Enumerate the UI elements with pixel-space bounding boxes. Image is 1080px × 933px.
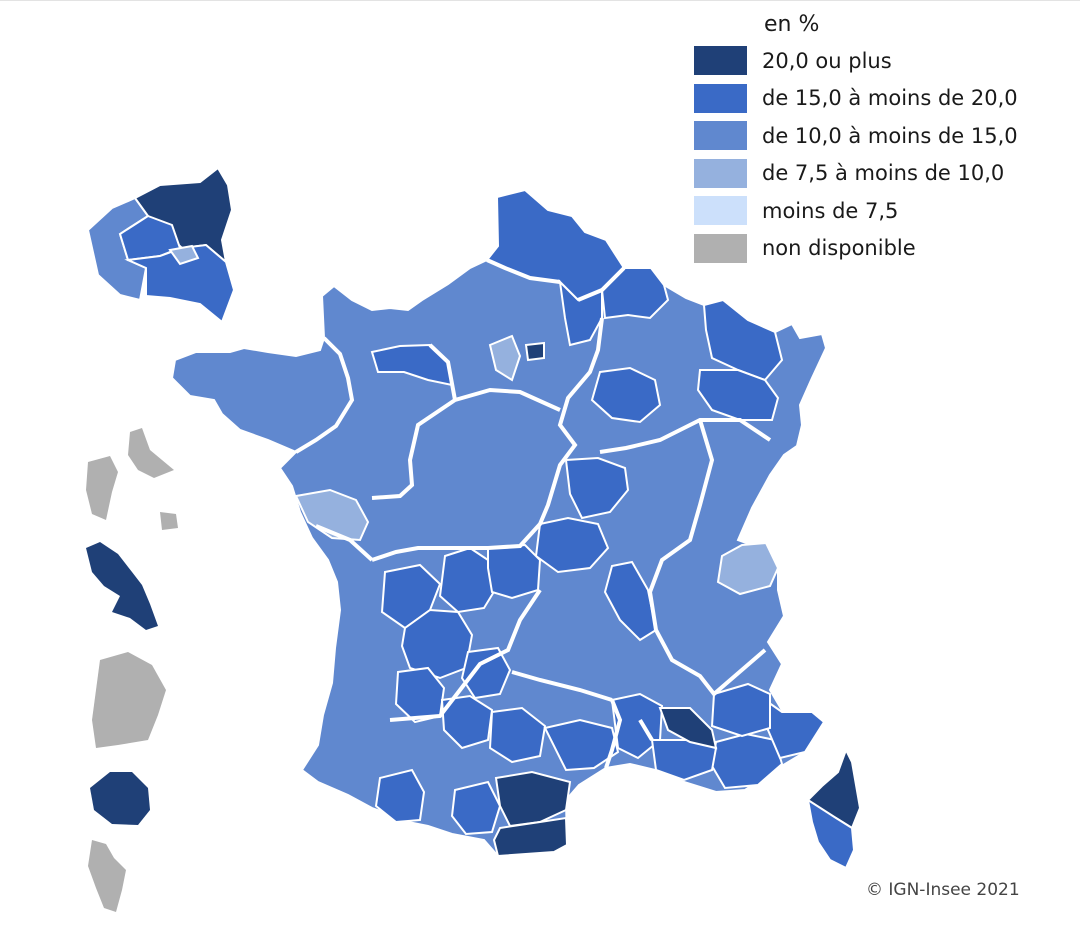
legend-swatch [694, 158, 747, 188]
dept-vosges [696, 369, 780, 421]
dept-pyrenees-or [492, 816, 569, 858]
legend-label: non disponible [762, 236, 916, 261]
region-boundaries [294, 258, 772, 769]
copyright-notice: © IGN-Insee 2021 [866, 880, 1020, 900]
legend-label: de 7,5 à moins de 10,0 [762, 161, 1005, 186]
dept-var [710, 732, 784, 790]
legend-swatch [694, 196, 747, 226]
legend-item: non disponible [694, 230, 1018, 268]
legend-label: de 15,0 à moins de 20,0 [762, 86, 1018, 111]
dept-moselle [702, 298, 784, 382]
legend-swatch [694, 83, 747, 113]
guyane-shape [92, 652, 166, 748]
legend-label: moins de 7,5 [762, 198, 899, 223]
dept-creuse [487, 543, 542, 600]
dept-pyrenees-atl [374, 768, 426, 824]
legend-swatch [694, 121, 747, 151]
legend-item: de 7,5 à moins de 10,0 [694, 155, 1018, 193]
dept-corse-du-sud [806, 797, 856, 870]
legend-item: moins de 7,5 [694, 192, 1018, 230]
mainland-france [170, 188, 828, 858]
dept-paris [524, 341, 545, 362]
legend: en % 20,0 ou plus de 15,0 à moins de 20,… [694, 10, 1018, 267]
dept-vaucluse [658, 707, 718, 750]
reunion-shape [90, 772, 150, 825]
legend-item: de 10,0 à moins de 15,0 [694, 117, 1018, 155]
dept-yvelines [488, 334, 522, 382]
guadeloupe-shape [86, 428, 178, 530]
dept-rhone [603, 560, 658, 642]
dept-aube [590, 366, 662, 424]
corsica [806, 747, 862, 870]
legend-swatch [694, 233, 747, 263]
legend-item: 20,0 ou plus [694, 42, 1018, 80]
dept-herault [494, 770, 572, 828]
legend-swatch [694, 46, 747, 76]
dept-loire-atlantique [294, 488, 370, 542]
dept-nievre [564, 456, 630, 520]
idf-paris [168, 244, 200, 266]
top-border [0, 0, 1080, 1]
dept-alpes-maritimes [763, 697, 826, 760]
martinique-shape [86, 542, 158, 630]
dept-haute-savoie [716, 541, 780, 596]
legend-title: en % [764, 12, 820, 37]
legend-label: 20,0 ou plus [762, 48, 892, 73]
legend-item: de 15,0 à moins de 20,0 [694, 80, 1018, 118]
dept-cantal [460, 646, 512, 700]
dept-alpes-hp [710, 682, 771, 738]
overseas [86, 428, 178, 912]
mayotte-shape [88, 840, 126, 912]
idf-inset [86, 166, 236, 324]
dept-ardennes [600, 267, 670, 320]
dept-tarn [488, 706, 547, 764]
dept-tarn-garonne [440, 694, 494, 750]
legend-label: de 10,0 à moins de 15,0 [762, 123, 1018, 148]
dept-haute-garonne [450, 780, 502, 836]
dept-gard [543, 718, 620, 772]
